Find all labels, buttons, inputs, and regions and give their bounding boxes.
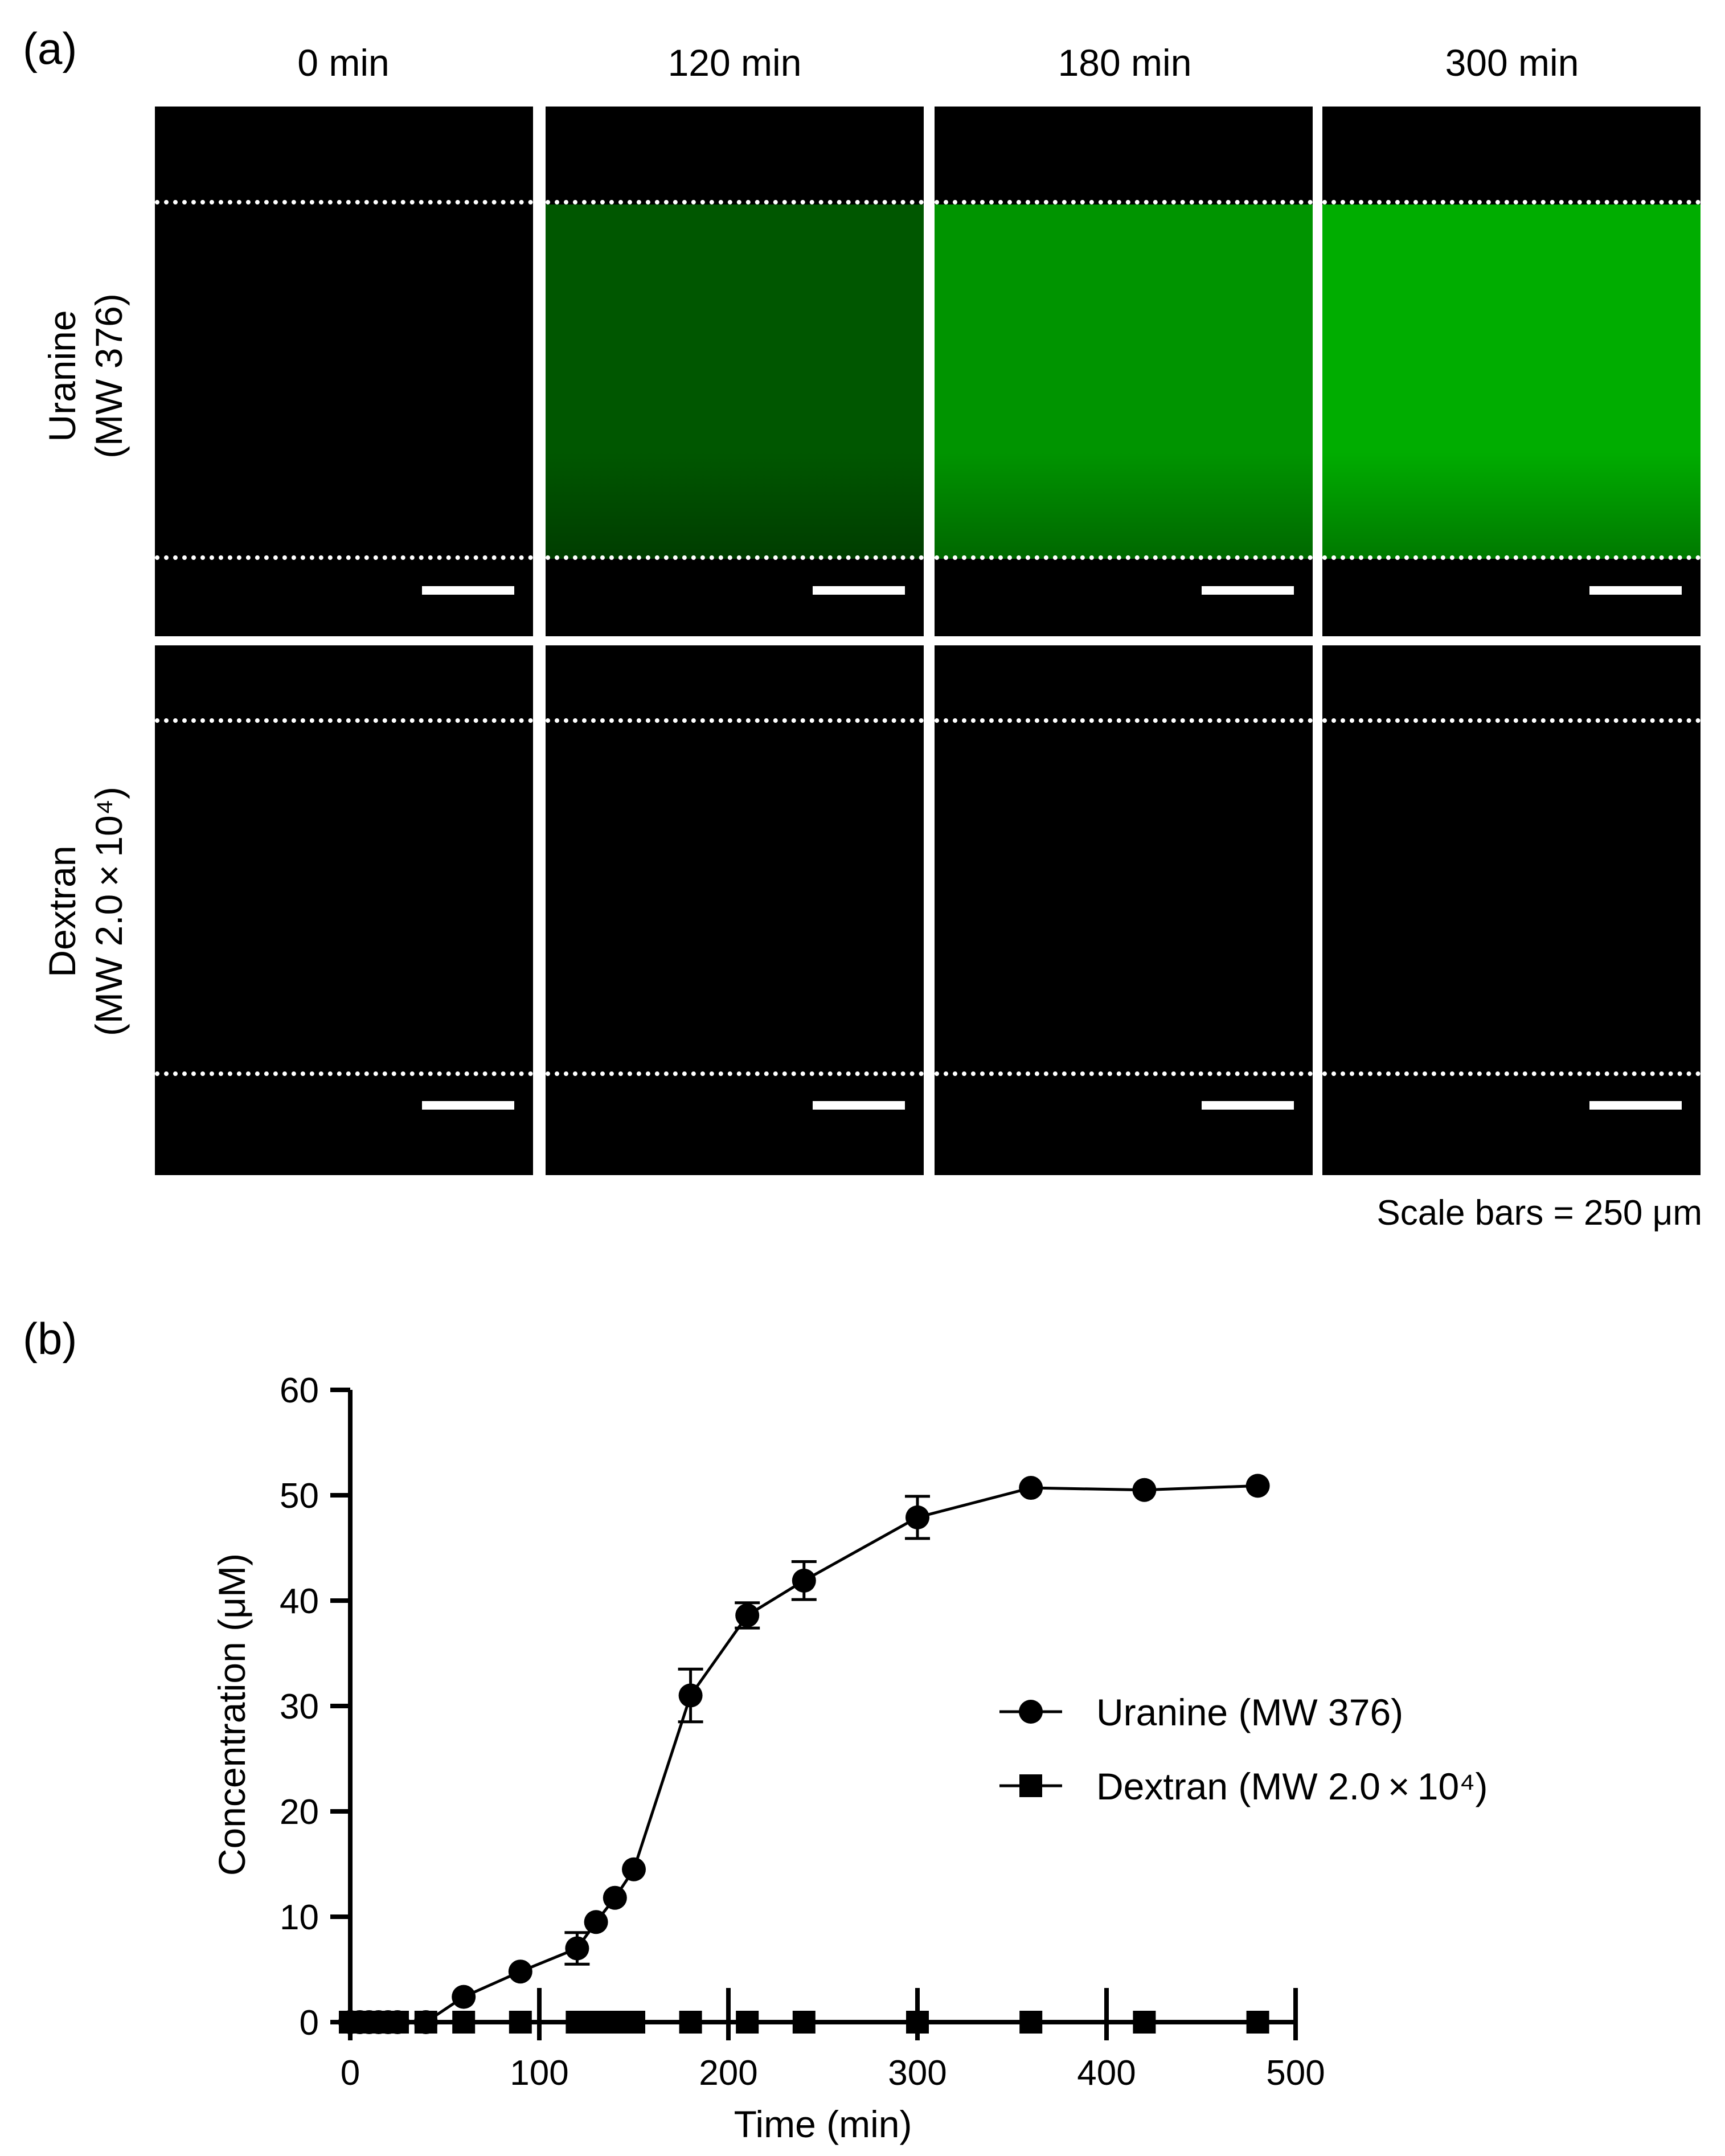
- data-point-0-19: [1245, 1474, 1270, 1498]
- scale-bar: [1589, 1101, 1682, 1110]
- channel-boundary-bottom: [935, 1071, 1313, 1076]
- scale-bar: [422, 586, 514, 595]
- legend-marker-1: [1019, 1774, 1042, 1797]
- channel-boundary-top: [935, 718, 1313, 723]
- y-tick-label: 20: [280, 1793, 319, 1832]
- micrograph-tile-r1-c0: [155, 645, 533, 1175]
- data-point-1-14: [736, 2011, 759, 2034]
- legend-label-0: Uranine (MW 376): [1096, 1691, 1403, 1733]
- data-point-0-7: [452, 1985, 476, 2009]
- y-tick-label: 0: [300, 2003, 319, 2043]
- data-point-1-5: [386, 2011, 409, 2034]
- legend-marker-0: [1019, 1700, 1043, 1724]
- fluorescence-region: [546, 204, 924, 559]
- data-point-0-16: [905, 1505, 929, 1529]
- scale-bar: [813, 586, 905, 595]
- micrograph-tile-r1-c2: [935, 645, 1313, 1175]
- scale-bar: [422, 1101, 514, 1110]
- x-tick-label: 100: [510, 2053, 568, 2093]
- channel-boundary-bottom: [155, 1071, 533, 1076]
- channel-boundary-bottom: [1322, 1071, 1701, 1076]
- micrograph-tile-r0-c2: [935, 107, 1313, 636]
- channel-boundary-top: [1322, 718, 1701, 723]
- data-point-0-8: [508, 1959, 532, 1984]
- channel-boundary-bottom: [935, 555, 1313, 560]
- y-tick-label: 30: [280, 1687, 319, 1727]
- chart-series: [338, 1474, 1270, 2034]
- micrograph-tile-r1-c3: [1322, 645, 1701, 1175]
- data-point-1-13: [679, 2011, 702, 2034]
- data-point-1-19: [1246, 2011, 1269, 2034]
- y-tick-label: 40: [280, 1582, 319, 1621]
- scale-bar: [813, 1101, 905, 1110]
- y-tick-label: 10: [280, 1898, 319, 1937]
- micrograph-tile-r0-c1: [546, 107, 924, 636]
- fluorescence-region: [1322, 204, 1701, 559]
- x-tick-label: 200: [699, 2053, 757, 2093]
- data-point-0-14: [735, 1603, 760, 1627]
- channel-boundary-bottom: [546, 1071, 924, 1076]
- panel-a-label: (a): [23, 23, 77, 73]
- channel-boundary-top: [1322, 200, 1701, 204]
- panel-b-label: (b): [23, 1314, 77, 1364]
- column-header-2: 180 min: [1058, 42, 1192, 84]
- x-tick-label: 300: [888, 2053, 947, 2093]
- y-tick-label: 60: [280, 1371, 319, 1410]
- data-point-0-13: [678, 1683, 703, 1708]
- channel-boundary-bottom: [1322, 555, 1701, 560]
- data-point-0-17: [1019, 1476, 1043, 1500]
- channel-boundary-top: [935, 200, 1313, 204]
- y-axis-label: Concentration (μM): [211, 1553, 253, 1876]
- column-header-1: 120 min: [667, 42, 802, 84]
- fluorescence-region: [935, 204, 1313, 559]
- scale-bar: [1589, 586, 1682, 595]
- legend-label-1: Dextran (MW 2.0 × 10⁴): [1096, 1765, 1488, 1807]
- data-point-0-10: [584, 1910, 608, 1934]
- x-axis-label: Time (min): [734, 2103, 912, 2145]
- x-tick-label: 400: [1077, 2053, 1136, 2093]
- micrograph-tile-r0-c0: [155, 107, 533, 636]
- micrograph-tile-r1-c1: [546, 645, 924, 1175]
- data-point-1-16: [906, 2011, 929, 2034]
- micrograph-tile-r0-c3: [1322, 107, 1701, 636]
- data-point-1-18: [1133, 2011, 1156, 2034]
- channel-boundary-top: [546, 200, 924, 204]
- x-tick-label: 500: [1266, 2053, 1325, 2093]
- data-point-1-12: [622, 2011, 645, 2034]
- data-point-1-17: [1019, 2011, 1043, 2034]
- scale-bar: [1202, 1101, 1294, 1110]
- data-point-0-9: [565, 1936, 589, 1961]
- data-point-0-11: [603, 1885, 627, 1910]
- scale-bar-note: Scale bars = 250 μm: [1376, 1193, 1702, 1233]
- data-point-1-8: [509, 2011, 532, 2034]
- channel-boundary-top: [155, 200, 533, 204]
- data-point-1-15: [792, 2011, 816, 2034]
- scale-bar: [1202, 586, 1294, 595]
- data-point-0-12: [622, 1857, 646, 1881]
- column-header-3: 300 min: [1445, 42, 1579, 84]
- channel-boundary-bottom: [546, 555, 924, 560]
- y-tick-label: 50: [280, 1476, 319, 1516]
- channel-boundary-bottom: [155, 555, 533, 560]
- channel-boundary-top: [155, 718, 533, 723]
- x-tick-label: 0: [341, 2053, 360, 2093]
- data-point-1-7: [452, 2011, 476, 2034]
- data-point-0-18: [1132, 1478, 1157, 1502]
- column-header-0: 0 min: [297, 42, 390, 84]
- data-point-0-15: [792, 1568, 816, 1593]
- chart-axes: 0 100 200 300 400 500 0 10 20 30 40 50 60 Time (min) C…: [211, 1371, 1325, 2145]
- chart-legend: Uranine (MW 376) Dextran (MW 2.0 × 10⁴): [999, 1691, 1488, 1807]
- data-point-1-6: [414, 2011, 437, 2034]
- channel-boundary-top: [546, 718, 924, 723]
